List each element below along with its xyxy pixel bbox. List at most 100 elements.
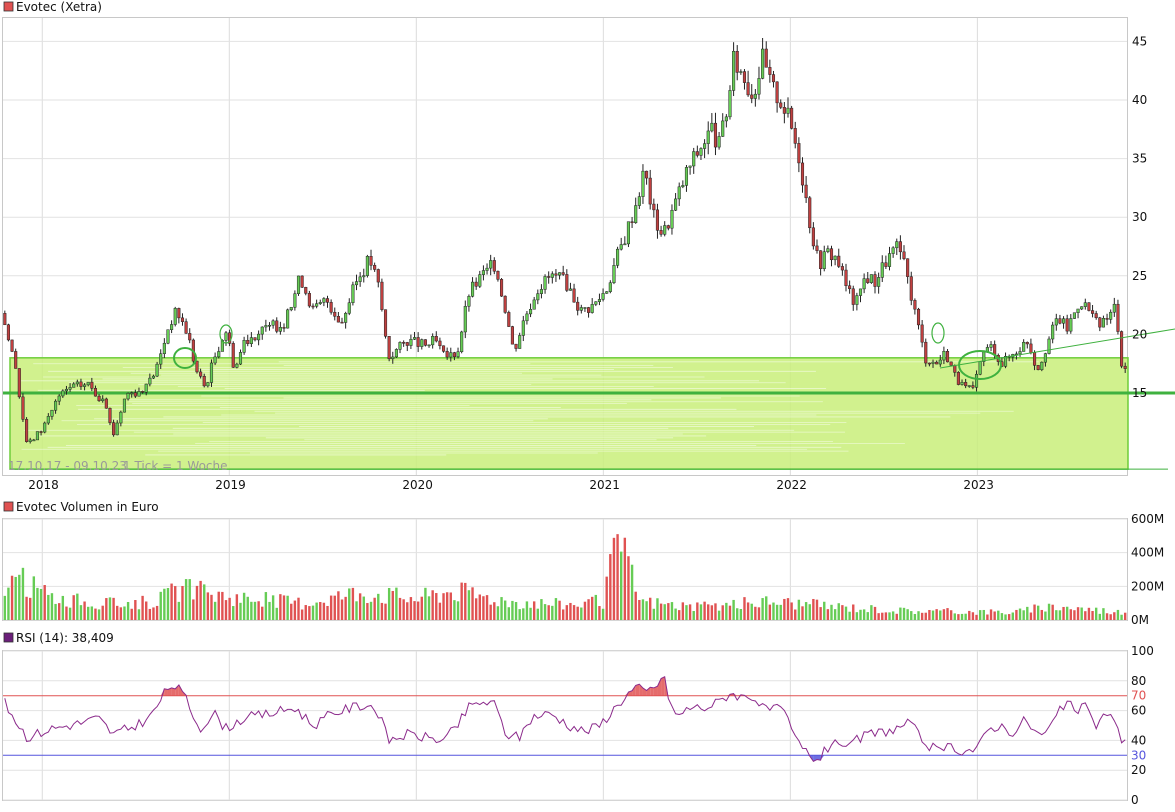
rsi-overbought-fill [639, 684, 643, 696]
volume-bar [224, 600, 228, 620]
candle-body [333, 311, 337, 317]
volume-bar [649, 597, 652, 620]
volume-bar [688, 604, 692, 620]
candle-body [39, 431, 43, 433]
candle-body [137, 391, 141, 397]
volume-bar [449, 592, 452, 620]
rsi-line [3, 675, 1127, 762]
price-y-tick-label: 25 [1132, 269, 1147, 283]
volume-bar [1033, 604, 1036, 620]
volume-bar [884, 612, 888, 620]
candle-body [188, 333, 192, 341]
candle-body [271, 320, 275, 326]
rsi-series-line [4, 675, 1126, 762]
volume-bar [130, 608, 133, 620]
candle-body [703, 143, 707, 149]
volume-bar [837, 603, 840, 620]
candle-body [532, 299, 536, 310]
candle-body [547, 276, 551, 278]
candle-body [420, 339, 424, 347]
volume-bar [522, 608, 525, 620]
volume-bar [558, 600, 561, 620]
x-tick-label: 2021 [589, 478, 620, 492]
candle-body [474, 281, 478, 287]
candle-body [177, 308, 181, 319]
volume-bar [790, 602, 793, 620]
candle-body [434, 336, 438, 342]
candle-body [485, 267, 489, 271]
volume-bar [960, 613, 964, 620]
volume-bar [743, 597, 746, 620]
volume-bar [641, 599, 645, 620]
candle-body [543, 276, 547, 290]
candle-body [235, 363, 239, 368]
candle-body [17, 368, 21, 398]
volume-bar [935, 609, 938, 620]
candle-body [311, 305, 315, 308]
candle-body [525, 313, 529, 322]
candle-body [1076, 308, 1080, 313]
rsi-overbought-fill [632, 685, 636, 696]
candle-body [431, 336, 435, 346]
candle-body [470, 281, 475, 297]
volume-bar [830, 604, 833, 620]
candle-body [1054, 318, 1058, 326]
candle-body [354, 281, 359, 286]
volume-bar [105, 598, 108, 620]
volume-bar [1007, 614, 1011, 620]
candle-body [663, 225, 667, 235]
candle-body [503, 295, 507, 313]
volume-bar [775, 604, 779, 620]
candle-body [681, 185, 685, 188]
volume-bar [997, 610, 1000, 620]
candle-body [489, 260, 493, 269]
candle-body [536, 293, 540, 301]
volume-bar [362, 596, 365, 620]
volume-bar [261, 606, 264, 620]
volume-legend-swatch [3, 501, 14, 512]
candle-body [1003, 355, 1008, 367]
candle-body [57, 395, 61, 402]
volume-bar [148, 608, 152, 620]
rsi-upper-level-label: 70 [1131, 689, 1146, 703]
candle-body [10, 339, 14, 352]
candle-body [267, 324, 272, 327]
rsi-legend-swatch [3, 632, 14, 643]
volume-bar [438, 602, 442, 620]
candle-body [594, 301, 598, 305]
candle-body [572, 288, 576, 303]
candle-body [257, 333, 261, 341]
candle-body [891, 247, 895, 254]
volume-bar [1015, 609, 1018, 620]
rising-trendline [939, 328, 1175, 369]
candle-body [884, 262, 888, 267]
candle-body [296, 275, 301, 294]
candle-body [848, 285, 852, 290]
volume-bar [888, 612, 891, 620]
candle-body [579, 307, 583, 311]
candle-body [659, 230, 663, 235]
rsi-y-tick-label: 20 [1131, 763, 1146, 777]
volume-bar [1026, 606, 1029, 620]
volume-bar [659, 603, 663, 620]
volume-bar [986, 614, 989, 620]
volume-bar [271, 595, 275, 620]
candle-body [684, 167, 689, 186]
volume-y-tick-label: 400M [1131, 546, 1164, 560]
volume-bar [242, 592, 246, 620]
candle-body [605, 291, 609, 294]
tick-labels: 2018 2019 2020 2021 2022 2023 15 20 25 30 35 40 45 0M… [28, 34, 1164, 807]
price-chart-title: Evotec (Xetra) [16, 0, 102, 14]
volume-bar [910, 611, 913, 620]
volume-bar [975, 614, 978, 620]
candle-body [304, 287, 308, 294]
volume-bar [159, 591, 162, 620]
price-y-tick-label: 45 [1132, 34, 1147, 48]
rsi-y-tick-label: 80 [1131, 674, 1146, 688]
volume-bar [841, 605, 844, 620]
volume-bar [141, 595, 144, 620]
candle-body [289, 307, 293, 311]
candle-body [231, 343, 235, 368]
volume-bar [7, 587, 10, 620]
volume-bar [754, 606, 757, 620]
